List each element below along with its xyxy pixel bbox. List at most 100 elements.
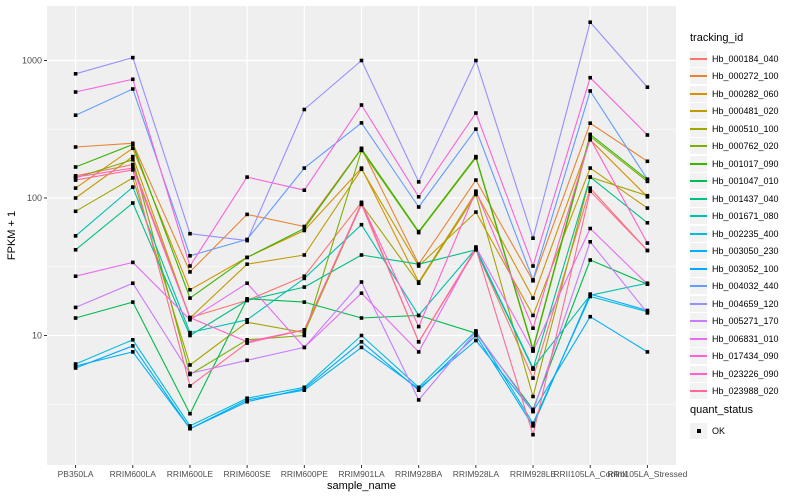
data-point [645, 206, 650, 210]
data-point [645, 85, 650, 89]
data-point [73, 305, 78, 310]
data-point [131, 87, 135, 91]
legend-key [690, 365, 707, 382]
data-point [531, 236, 535, 240]
legend-key [690, 50, 707, 67]
data-point [131, 168, 135, 172]
data-point [531, 409, 535, 414]
data-point [359, 280, 364, 284]
legend-key [690, 383, 707, 400]
legend-item-Hb_023226_090: Hb_023226_090 [690, 365, 779, 383]
legend-item-Hb_001437_040: Hb_001437_040 [690, 190, 779, 208]
legend-line-icon [690, 75, 707, 78]
data-point [302, 224, 307, 229]
legend-item-label: Hb_023988_020 [712, 386, 779, 397]
data-point [245, 399, 249, 404]
data-point [531, 421, 535, 426]
data-point [359, 340, 364, 344]
data-point [416, 229, 421, 234]
data-point [474, 210, 478, 214]
data-point [188, 288, 192, 292]
data-point [131, 176, 135, 180]
legend-item-Hb_000184_040: Hb_000184_040 [690, 50, 779, 68]
legend-line-icon [690, 180, 707, 183]
legend-line-icon [690, 232, 707, 235]
legend-item-label: Hb_003052_100 [712, 263, 779, 274]
y-tick-label: 100 [27, 193, 42, 203]
quant-ok-label: OK [712, 425, 726, 436]
data-point [531, 366, 535, 370]
legend-item-Hb_004032_440: Hb_004032_440 [690, 278, 779, 296]
legend-item-Hb_005271_170: Hb_005271_170 [690, 313, 779, 331]
legend-item-label: Hb_017434_090 [712, 351, 779, 362]
legend-line-icon [690, 145, 707, 148]
data-point [73, 364, 78, 368]
data-point [188, 371, 192, 376]
data-point [588, 226, 592, 231]
data-point [188, 264, 192, 268]
legend-quant-title: quant_status [690, 404, 753, 416]
data-point [359, 202, 364, 207]
legend-item-label: Hb_002235_400 [712, 228, 779, 239]
data-point [131, 300, 135, 304]
legend-key [690, 243, 707, 260]
data-point [359, 291, 364, 295]
data-point [302, 107, 307, 112]
data-point [416, 205, 421, 209]
data-point [645, 221, 650, 225]
x-tick-label: RRII105LA_Control [553, 469, 627, 479]
legend-item-label: Hb_000282_060 [712, 88, 779, 99]
legend-key [690, 330, 707, 347]
data-point [73, 165, 78, 169]
legend-item-label: Hb_001671_080 [712, 211, 779, 222]
data-point [245, 320, 249, 324]
data-point [588, 89, 592, 93]
data-point [188, 424, 192, 428]
legend-key [690, 120, 707, 137]
data-point [474, 154, 478, 159]
data-point [73, 274, 78, 278]
y-tick-label: 10 [32, 331, 42, 341]
data-point [645, 248, 650, 253]
legend-line-icon [690, 92, 707, 95]
legend-item-Hb_023988_020: Hb_023988_020 [690, 383, 779, 401]
data-point [188, 363, 192, 367]
data-point [131, 260, 135, 265]
data-point [531, 424, 535, 428]
data-point [474, 127, 478, 131]
data-point [359, 222, 364, 227]
data-point [188, 384, 192, 388]
legend-key [690, 260, 707, 277]
data-point [73, 72, 78, 76]
data-point [188, 330, 192, 335]
legend-key [690, 313, 707, 330]
legend-item-Hb_002235_400: Hb_002235_400 [690, 225, 779, 243]
data-point [531, 349, 535, 353]
data-point [359, 316, 364, 320]
data-point [302, 333, 307, 338]
data-point [131, 201, 135, 205]
x-tick-label: RRIM600SE [224, 469, 272, 479]
data-point [416, 195, 421, 199]
legend-line-icon [690, 267, 707, 270]
data-point [531, 264, 535, 268]
legend-line-icon [690, 337, 707, 340]
legend-key [690, 173, 707, 190]
data-point [474, 192, 478, 197]
legend-key [690, 138, 707, 155]
data-point [245, 281, 249, 285]
legend-item-label: Hb_000272_100 [712, 71, 779, 82]
legend-line-icon [690, 355, 707, 358]
data-point [645, 159, 650, 164]
data-point [188, 318, 192, 322]
data-point [73, 362, 78, 366]
data-point [588, 292, 592, 296]
data-point [73, 248, 78, 252]
legend-line-icon [690, 372, 707, 375]
legend-item-label: Hb_000510_100 [712, 123, 779, 134]
legend-key [690, 190, 707, 207]
data-point [131, 77, 135, 82]
legend-item-label: Hb_000762_020 [712, 141, 779, 152]
y-tick-label: 1000 [22, 56, 42, 66]
legend-key [690, 85, 707, 102]
